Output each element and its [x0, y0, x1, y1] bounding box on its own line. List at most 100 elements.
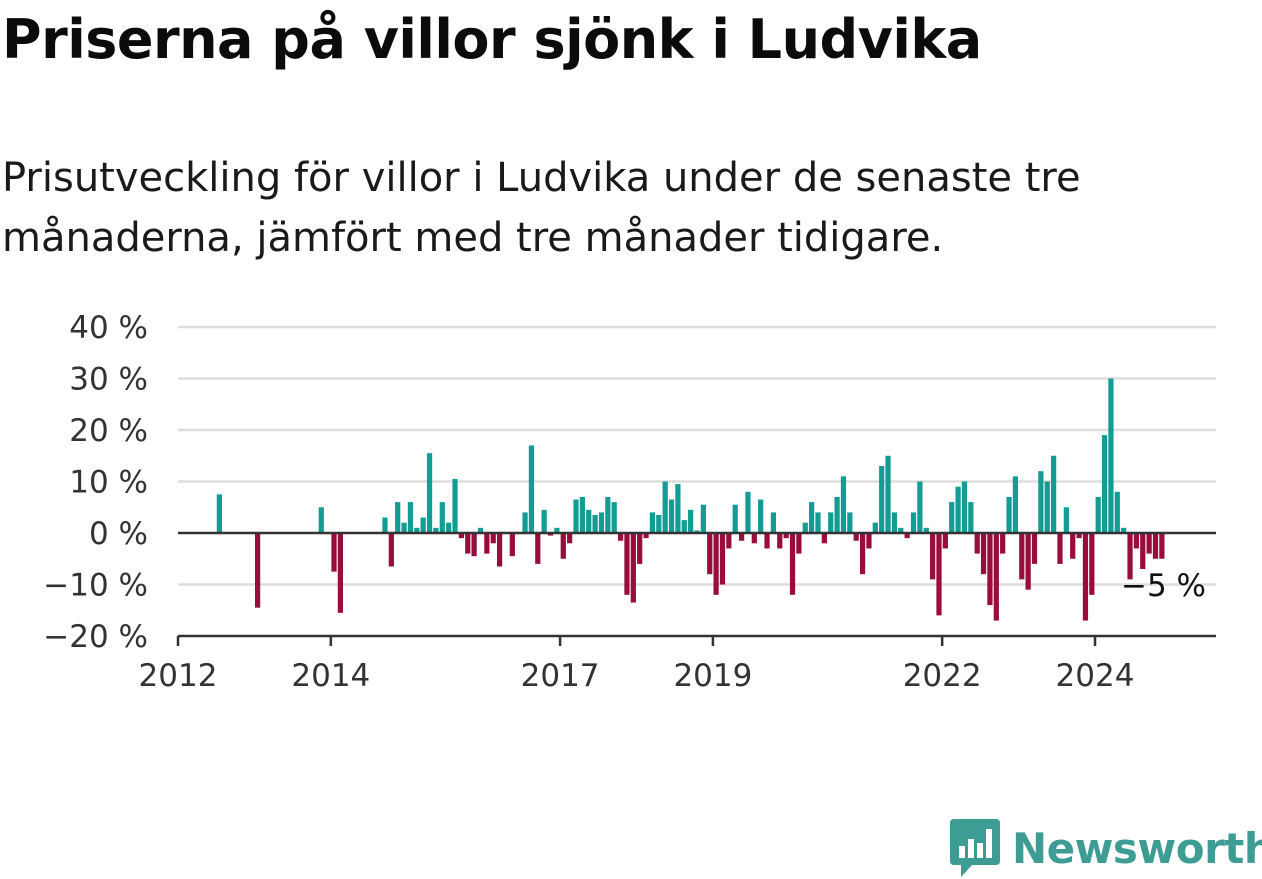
bar	[592, 514, 598, 533]
bar	[598, 512, 605, 533]
x-tick-label: 2012	[139, 658, 218, 694]
bar	[382, 517, 388, 533]
y-tick-label: 20 %	[69, 413, 148, 449]
bar	[567, 533, 573, 544]
bar	[573, 499, 579, 533]
chart-title: Priserna på villor sjönk i Ludvika	[2, 8, 982, 71]
bar	[675, 484, 681, 533]
bar	[420, 517, 426, 533]
bar	[961, 481, 968, 533]
bar	[681, 520, 687, 533]
bar	[968, 502, 974, 533]
newsworthy-logo: Newsworthy	[950, 818, 1262, 878]
newsworthy-bar-chart-icon	[950, 819, 1000, 877]
bars	[216, 378, 1165, 621]
bar	[872, 522, 878, 533]
bar-chart: 40 % 30 % 20 % 10 % 0 % −10 % −20 %2012 2014 201…	[43, 310, 1216, 694]
chart-subtitle: Prisutveckling för villor i Ludvika unde…	[2, 155, 1081, 261]
bar	[853, 533, 859, 541]
bar	[821, 533, 827, 544]
bar	[700, 504, 706, 533]
bar	[528, 445, 535, 533]
bar	[980, 533, 987, 575]
bar	[802, 522, 808, 533]
x-tick-label: 2014	[291, 658, 370, 694]
y-tick-label: 30 %	[69, 362, 148, 398]
bar	[388, 533, 394, 567]
bar	[834, 496, 840, 533]
bar	[1076, 533, 1082, 539]
bar	[1127, 533, 1133, 580]
bar	[1082, 533, 1089, 621]
bar	[662, 481, 668, 533]
bar	[535, 533, 541, 564]
bar	[490, 533, 496, 544]
bar	[732, 504, 738, 533]
bar	[885, 455, 891, 533]
bar	[452, 478, 458, 533]
bar	[1133, 533, 1140, 549]
bar	[694, 530, 700, 533]
bar	[751, 533, 757, 544]
bar	[955, 486, 961, 533]
bar	[917, 481, 923, 533]
bar	[1114, 491, 1120, 533]
bar	[1031, 533, 1038, 564]
bar	[547, 533, 554, 536]
bar	[554, 527, 560, 533]
bar	[1089, 533, 1095, 595]
bar	[1044, 481, 1050, 533]
bar	[331, 533, 337, 572]
bar	[254, 533, 261, 608]
bar	[446, 522, 452, 533]
bar	[630, 533, 636, 603]
bar	[426, 453, 433, 533]
bar	[789, 533, 796, 595]
bar	[605, 496, 611, 533]
bar	[439, 502, 445, 533]
bar	[930, 533, 936, 580]
bar	[1019, 533, 1025, 580]
bar	[656, 514, 662, 533]
bar	[815, 512, 821, 533]
bar	[796, 533, 802, 554]
axes	[176, 531, 1216, 646]
y-tick-label: −20 %	[43, 619, 148, 655]
bar	[643, 533, 649, 539]
y-tick-label: −10 %	[43, 568, 148, 604]
bar	[617, 533, 624, 541]
bar	[414, 527, 420, 533]
bar	[688, 509, 694, 533]
bar	[541, 509, 547, 533]
bar	[509, 533, 515, 557]
tick-labels: 40 % 30 % 20 % 10 % 0 % −10 % −20 %2012 2014 201…	[43, 310, 1206, 694]
bar	[738, 533, 745, 541]
bar	[904, 533, 910, 539]
bar	[465, 533, 471, 554]
bar	[484, 533, 490, 554]
bar	[713, 533, 719, 595]
bar	[337, 533, 343, 613]
bar	[891, 512, 898, 533]
bar	[809, 502, 815, 533]
bar	[1057, 533, 1063, 564]
y-tick-label: 40 %	[69, 310, 148, 346]
bar	[993, 533, 999, 621]
bar	[828, 512, 834, 533]
bar	[942, 533, 948, 549]
bar	[1012, 476, 1019, 533]
bar	[1159, 533, 1165, 559]
bar	[496, 533, 503, 567]
bar	[949, 502, 955, 533]
bar	[407, 502, 414, 533]
bar	[433, 527, 439, 533]
x-tick-label: 2017	[521, 658, 600, 694]
bar	[668, 499, 675, 533]
bar	[987, 533, 993, 606]
bar	[1101, 435, 1108, 533]
bar	[522, 512, 528, 533]
bar	[477, 527, 484, 533]
last-value-label: −5 %	[1121, 568, 1206, 604]
bar	[923, 527, 929, 533]
bar	[401, 522, 407, 533]
